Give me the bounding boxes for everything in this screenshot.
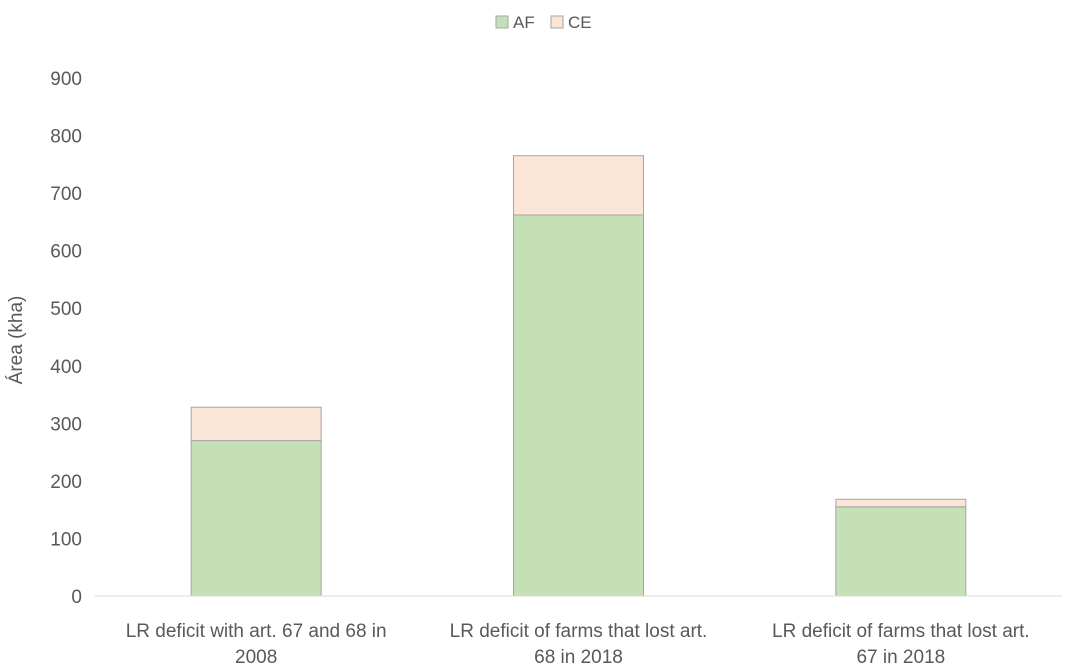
y-tick-label: 800	[50, 127, 82, 148]
y-tick-label: 100	[50, 529, 82, 550]
x-tick-label: LR deficit of farms that lost art.	[450, 621, 708, 642]
y-tick-label: 900	[50, 69, 82, 90]
legend-label-ce: CE	[568, 13, 592, 32]
x-tick-label: 68 in 2018	[534, 647, 623, 666]
y-tick-label: 600	[50, 242, 82, 263]
y-tick-label: 0	[71, 587, 82, 608]
x-axis-labels: LR deficit with art. 67 and 68 in 2008 LR …	[126, 621, 1030, 666]
bar-segment-af	[835, 506, 967, 597]
bar-segment-ce	[190, 406, 322, 442]
y-tick-label: 400	[50, 357, 82, 378]
y-tick-label: 500	[50, 299, 82, 320]
x-tick-label: 67 in 2018	[856, 647, 945, 666]
x-tick-label: LR deficit of farms that lost art.	[772, 621, 1030, 642]
y-axis-title: Área (kha)	[6, 296, 27, 385]
bar-segment-af	[190, 440, 322, 597]
y-axis-ticks: 0 100 200 300 400 500 600 700 800 900	[50, 69, 82, 608]
y-tick-label: 700	[50, 184, 82, 205]
bars	[190, 155, 967, 597]
bar-segment-af	[513, 214, 644, 597]
y-tick-label: 200	[50, 472, 82, 493]
legend-swatch-af	[495, 15, 509, 29]
legend-swatch-ce	[550, 15, 564, 29]
y-tick-label: 300	[50, 414, 82, 435]
x-tick-label: 2008	[235, 647, 277, 666]
x-tick-label: LR deficit with art. 67 and 68 in	[126, 621, 387, 642]
bar-segment-ce	[513, 155, 644, 216]
bar-segment-ce	[835, 498, 967, 508]
legend-label-af: AF	[513, 13, 535, 32]
legend: AF CE	[495, 13, 592, 32]
